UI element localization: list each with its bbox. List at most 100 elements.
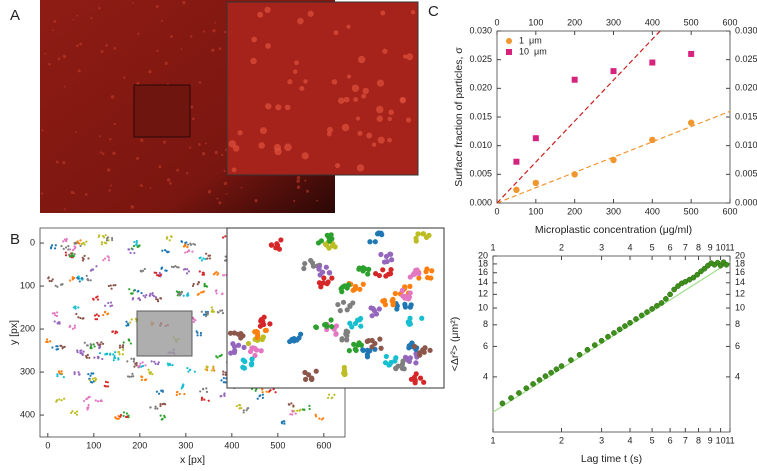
trajectory-point — [139, 269, 142, 272]
trajectory-point — [417, 350, 423, 356]
data-point — [548, 369, 554, 376]
trajectory-point — [132, 375, 135, 378]
y-tick-label: 12 — [735, 289, 745, 299]
speck — [75, 131, 77, 134]
trajectory-point — [104, 310, 107, 314]
trajectory-point — [294, 337, 300, 343]
trajectory-point — [126, 360, 129, 363]
x-tick-label: 6 — [668, 242, 673, 252]
speck — [355, 116, 361, 121]
trajectory-point — [199, 331, 203, 335]
trajectory-point — [202, 257, 205, 260]
trajectory-point — [75, 410, 79, 413]
speck — [201, 152, 206, 156]
trajectory-point — [407, 355, 413, 361]
trajectory-point — [163, 414, 166, 418]
trajectory-point — [113, 356, 117, 360]
trajectory-point — [222, 373, 225, 376]
trajectory-point — [214, 289, 218, 293]
trajectory-point — [130, 247, 133, 250]
trajectory-point — [171, 364, 174, 367]
trajectory-point — [111, 238, 114, 242]
trajectory-point — [203, 284, 206, 287]
trajectory-point — [274, 241, 280, 247]
trajectory-point — [369, 313, 375, 319]
trajectory-point — [249, 361, 255, 367]
trajectory-point — [329, 275, 335, 281]
trajectory-point — [98, 344, 101, 347]
data-point — [638, 312, 645, 319]
trajectory-point — [112, 359, 115, 362]
speck — [376, 79, 385, 87]
data-point — [694, 271, 701, 278]
x-tick-label: 600 — [722, 17, 737, 27]
trajectory-point — [106, 381, 109, 384]
speck — [326, 131, 332, 137]
trajectory-point — [54, 314, 57, 317]
speck — [218, 47, 222, 51]
trajectory-point — [228, 350, 234, 356]
speck — [40, 192, 44, 195]
trajectory-point — [101, 357, 104, 361]
trajectory-point — [215, 292, 218, 295]
trajectory-point — [309, 260, 316, 266]
trajectory-point — [54, 284, 57, 287]
trend-line — [496, 110, 731, 204]
trajectory-point — [288, 403, 291, 406]
trajectory-point — [381, 297, 388, 304]
trajectory-point — [159, 273, 162, 277]
trajectory-point — [384, 258, 390, 265]
zoom-region — [136, 310, 193, 357]
trajectory-point — [100, 243, 103, 246]
data-point — [723, 261, 730, 268]
data-point — [536, 377, 543, 383]
trajectory-point — [323, 242, 330, 248]
trajectory-point — [252, 345, 258, 351]
trajectory-point — [159, 414, 162, 417]
trajectory-point — [50, 245, 53, 249]
trajectory-point — [157, 274, 161, 278]
trajectory-point — [56, 373, 59, 376]
trajectory-point — [196, 331, 199, 334]
speck — [377, 136, 385, 144]
data-point — [649, 136, 656, 144]
trajectory-point — [182, 268, 186, 271]
trajectory-point — [293, 409, 296, 413]
trajectory-point — [221, 292, 224, 295]
trajectory-point — [58, 398, 61, 401]
trajectory-point — [316, 264, 322, 270]
y-tick-label: 8 — [735, 319, 740, 329]
trajectory-point — [157, 392, 161, 395]
trajectory-point — [367, 239, 373, 245]
y-tick-label: 300 — [20, 366, 35, 376]
trajectory-point — [149, 372, 152, 375]
trajectory-point — [156, 362, 160, 366]
trajectory-point — [129, 321, 132, 324]
trajectory-point — [55, 345, 58, 348]
y-tick-label: 0.020 — [469, 83, 492, 93]
trajectory-point — [221, 236, 225, 239]
speck — [190, 35, 193, 38]
trajectory-point — [81, 277, 84, 280]
trajectory-point — [298, 409, 301, 412]
speck — [284, 104, 291, 111]
trajectory-point — [192, 316, 195, 319]
trajectory-point — [247, 348, 254, 355]
trajectory-point — [131, 298, 134, 301]
trajectory-point — [162, 402, 166, 405]
trajectory-point — [93, 345, 96, 348]
y-tick-label: 0.005 — [735, 169, 757, 179]
y-tick-label: 0.025 — [469, 54, 492, 64]
trajectory-point — [368, 305, 374, 311]
trajectory-point — [76, 276, 79, 279]
speck — [265, 103, 272, 110]
trajectory-point — [81, 259, 84, 262]
speck — [293, 199, 296, 203]
trajectory-point — [73, 324, 77, 327]
trajectory-point — [111, 330, 115, 333]
trajectory-point — [323, 264, 329, 270]
trajectory-point — [121, 346, 125, 349]
trajectory-point — [129, 251, 132, 254]
trajectory-point — [237, 332, 244, 338]
speck — [140, 138, 144, 142]
